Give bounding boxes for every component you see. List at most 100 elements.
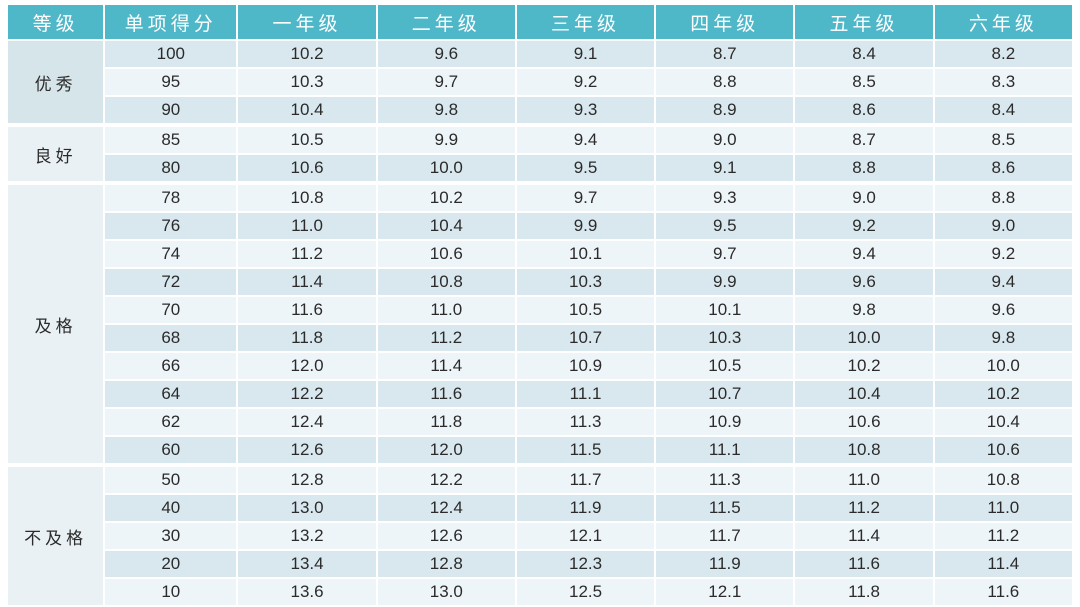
time-cell: 9.3: [656, 183, 794, 211]
time-cell: 8.7: [656, 41, 794, 67]
time-cell: 11.3: [656, 465, 794, 493]
score-table-body: 优秀 100 10.2 9.6 9.1 8.7 8.4 8.2 95 10.3 9.7 9.2 8.8 8…: [8, 41, 1072, 605]
time-cell: 8.5: [934, 125, 1072, 153]
time-cell: 10.9: [516, 353, 655, 379]
time-cell: 8.3: [934, 69, 1072, 95]
table-row: 30 13.2 12.6 12.1 11.7 11.4 11.2: [8, 523, 1072, 549]
time-cell: 9.5: [516, 155, 655, 181]
time-cell: 9.1: [656, 155, 794, 181]
time-cell: 11.2: [377, 325, 515, 351]
table-row: 76 11.0 10.4 9.9 9.5 9.2 9.0: [8, 213, 1072, 239]
header-row: 等级 单项得分 一年级 二年级 三年级 四年级 五年级 六年级: [8, 5, 1072, 39]
time-cell: 9.9: [377, 125, 515, 153]
table-row: 及格 78 10.8 10.2 9.7 9.3 9.0 8.8: [8, 183, 1072, 463]
time-cell: 11.7: [516, 465, 655, 493]
score-table-header: 等级 单项得分 一年级 二年级 三年级 四年级 五年级 六年级: [8, 5, 1072, 39]
time-cell: 10.5: [516, 297, 655, 323]
column-header-2: 一年级: [238, 5, 376, 39]
score-cell: 100: [105, 41, 237, 67]
time-cell: 9.0: [934, 213, 1072, 239]
column-header-6: 五年级: [795, 5, 933, 39]
time-cell: 8.8: [795, 155, 933, 181]
time-cell: 9.8: [377, 97, 515, 123]
time-cell: 9.7: [656, 241, 794, 267]
score-cell: 76: [105, 213, 237, 239]
time-cell: 8.4: [934, 97, 1072, 123]
time-cell: 12.4: [377, 495, 515, 521]
table-row: 68 11.8 11.2 10.7 10.3 10.0 9.8: [8, 325, 1072, 351]
time-cell: 12.8: [377, 551, 515, 577]
table-row: 优秀 100 10.2 9.6 9.1 8.7 8.4 8.2: [8, 41, 1072, 123]
time-cell: 9.6: [795, 269, 933, 295]
time-cell: 11.4: [377, 353, 515, 379]
column-header-4: 三年级: [516, 5, 655, 39]
time-cell: 11.8: [795, 579, 933, 605]
time-cell: 9.4: [516, 125, 655, 153]
time-cell: 9.7: [516, 183, 655, 211]
table-row: 良好 85 10.5 9.9 9.4 9.0 8.7 8.5: [8, 125, 1072, 181]
time-cell: 11.6: [377, 381, 515, 407]
table-row: 74 11.2 10.6 10.1 9.7 9.4 9.2: [8, 241, 1072, 267]
time-cell: 10.2: [795, 353, 933, 379]
time-cell: 11.3: [516, 409, 655, 435]
time-cell: 13.0: [377, 579, 515, 605]
time-cell: 12.4: [238, 409, 376, 435]
time-cell: 10.8: [795, 437, 933, 463]
time-cell: 9.4: [934, 269, 1072, 295]
time-cell: 10.2: [238, 41, 376, 67]
time-cell: 11.2: [934, 523, 1072, 549]
time-cell: 10.8: [377, 269, 515, 295]
table-row: 90 10.4 9.8 9.3 8.9 8.6 8.4: [8, 97, 1072, 123]
time-cell: 11.4: [238, 269, 376, 295]
time-cell: 10.3: [516, 269, 655, 295]
time-cell: 10.5: [238, 125, 376, 153]
time-cell: 12.0: [377, 437, 515, 463]
score-cell: 50: [105, 465, 237, 493]
time-cell: 10.2: [377, 183, 515, 211]
time-cell: 9.2: [516, 69, 655, 95]
table-row: 20 13.4 12.8 12.3 11.9 11.6 11.4: [8, 551, 1072, 577]
time-cell: 11.1: [516, 381, 655, 407]
grade-group-label: 优秀: [8, 41, 104, 123]
time-cell: 10.6: [795, 409, 933, 435]
time-cell: 8.7: [795, 125, 933, 153]
grade-group-label: 不及格: [8, 465, 104, 605]
time-cell: 10.6: [934, 437, 1072, 463]
score-cell: 80: [105, 155, 237, 181]
time-cell: 11.6: [934, 579, 1072, 605]
time-cell: 8.8: [934, 183, 1072, 211]
score-cell: 66: [105, 353, 237, 379]
time-cell: 9.8: [795, 297, 933, 323]
table-row: 80 10.6 10.0 9.5 9.1 8.8 8.6: [8, 155, 1072, 181]
time-cell: 10.0: [934, 353, 1072, 379]
score-cell: 72: [105, 269, 237, 295]
time-cell: 11.2: [795, 495, 933, 521]
time-cell: 10.4: [934, 409, 1072, 435]
time-cell: 12.2: [377, 465, 515, 493]
time-cell: 8.9: [656, 97, 794, 123]
time-cell: 13.4: [238, 551, 376, 577]
time-cell: 11.6: [795, 551, 933, 577]
time-cell: 11.7: [656, 523, 794, 549]
table-row: 72 11.4 10.8 10.3 9.9 9.6 9.4: [8, 269, 1072, 295]
time-cell: 8.4: [795, 41, 933, 67]
time-cell: 11.2: [238, 241, 376, 267]
time-cell: 10.4: [377, 213, 515, 239]
grade-group-label: 及格: [8, 183, 104, 463]
time-cell: 9.3: [516, 97, 655, 123]
score-cell: 90: [105, 97, 237, 123]
time-cell: 12.8: [238, 465, 376, 493]
time-cell: 12.3: [516, 551, 655, 577]
column-header-0: 等级: [8, 5, 104, 39]
time-cell: 10.3: [656, 325, 794, 351]
time-cell: 9.7: [377, 69, 515, 95]
grade-group-label: 良好: [8, 125, 104, 181]
table-row: 60 12.6 12.0 11.5 11.1 10.8 10.6: [8, 437, 1072, 463]
time-cell: 9.5: [656, 213, 794, 239]
table-row: 10 13.6 13.0 12.5 12.1 11.8 11.6: [8, 579, 1072, 605]
time-cell: 10.8: [238, 183, 376, 211]
column-header-7: 六年级: [934, 5, 1072, 39]
time-cell: 10.9: [656, 409, 794, 435]
time-cell: 8.6: [934, 155, 1072, 181]
